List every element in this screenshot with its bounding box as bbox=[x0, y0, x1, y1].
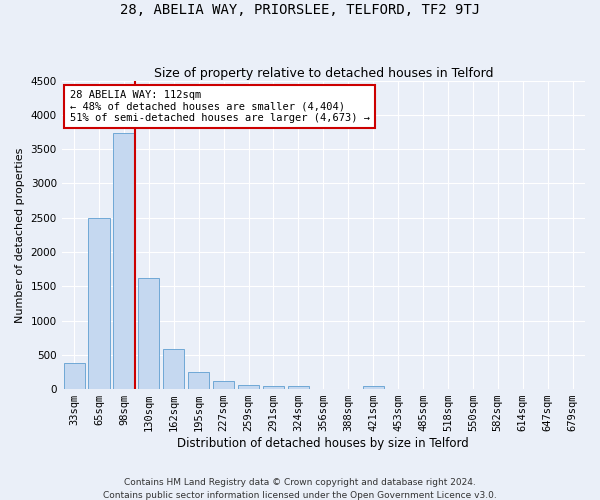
X-axis label: Distribution of detached houses by size in Telford: Distribution of detached houses by size … bbox=[178, 437, 469, 450]
Text: Contains HM Land Registry data © Crown copyright and database right 2024.
Contai: Contains HM Land Registry data © Crown c… bbox=[103, 478, 497, 500]
Bar bbox=[163, 349, 184, 389]
Text: 28, ABELIA WAY, PRIORSLEE, TELFORD, TF2 9TJ: 28, ABELIA WAY, PRIORSLEE, TELFORD, TF2 … bbox=[120, 2, 480, 16]
Bar bbox=[138, 278, 160, 389]
Bar bbox=[362, 386, 384, 389]
Bar bbox=[213, 381, 234, 389]
Bar bbox=[238, 385, 259, 389]
Title: Size of property relative to detached houses in Telford: Size of property relative to detached ho… bbox=[154, 66, 493, 80]
Bar bbox=[288, 386, 309, 389]
Bar bbox=[64, 363, 85, 389]
Bar bbox=[263, 386, 284, 389]
Bar bbox=[188, 372, 209, 389]
Bar bbox=[88, 218, 110, 389]
Y-axis label: Number of detached properties: Number of detached properties bbox=[15, 147, 25, 322]
Bar bbox=[113, 134, 134, 389]
Text: 28 ABELIA WAY: 112sqm
← 48% of detached houses are smaller (4,404)
51% of semi-d: 28 ABELIA WAY: 112sqm ← 48% of detached … bbox=[70, 90, 370, 123]
